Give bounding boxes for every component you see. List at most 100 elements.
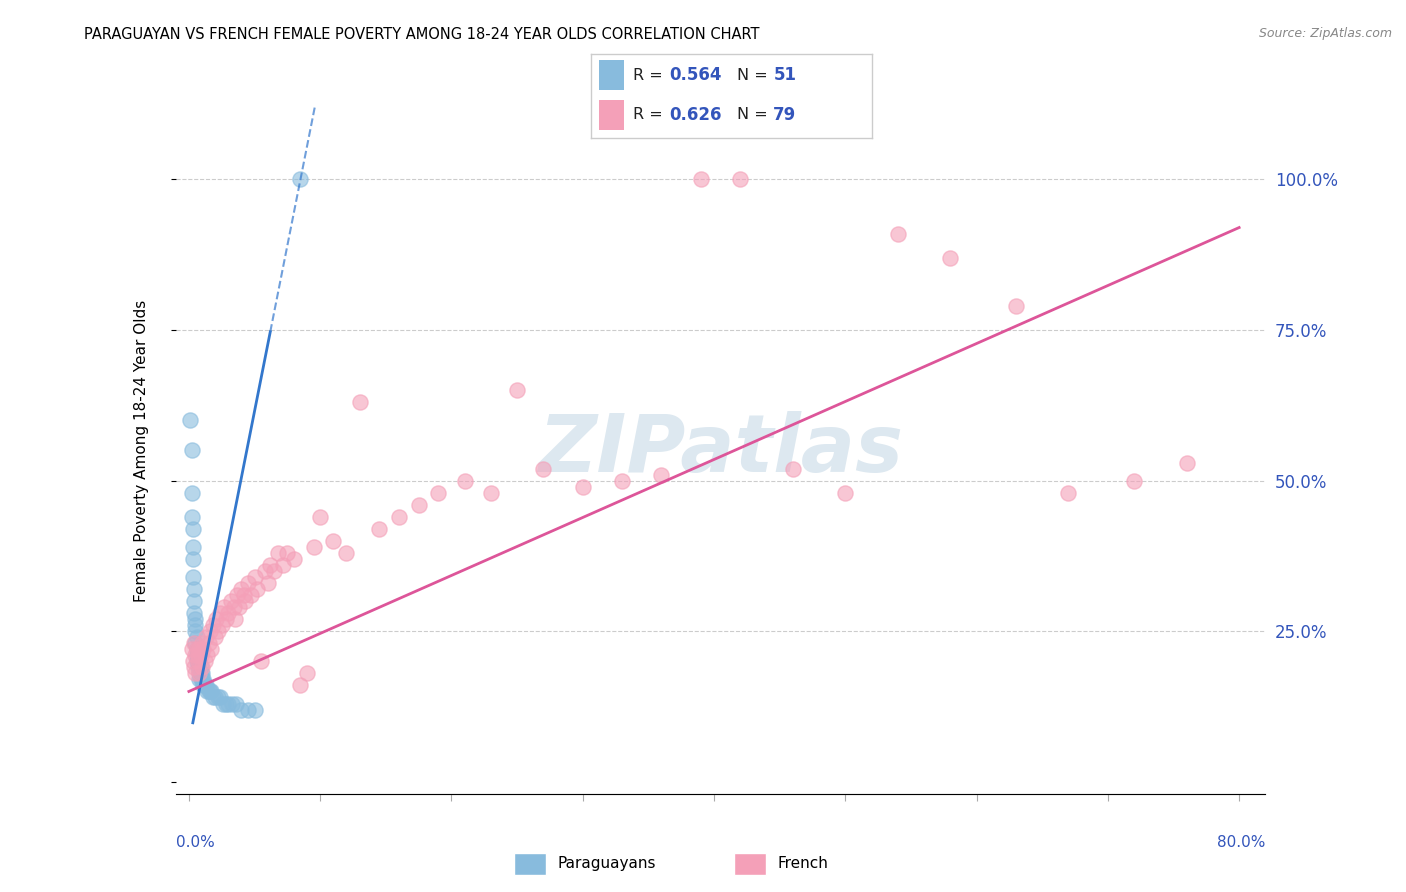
Point bbox=[231, 582, 253, 596]
Text: 0.564: 0.564 bbox=[669, 66, 721, 84]
Point bbox=[939, 251, 962, 265]
Point bbox=[194, 678, 217, 692]
Point bbox=[217, 606, 239, 620]
Point bbox=[267, 546, 290, 560]
Point bbox=[188, 673, 211, 687]
Point bbox=[290, 172, 312, 186]
Point bbox=[610, 474, 633, 488]
Point bbox=[263, 564, 285, 578]
Text: French: French bbox=[778, 855, 828, 871]
Point bbox=[250, 654, 273, 668]
Point bbox=[204, 690, 226, 705]
Point bbox=[309, 509, 332, 524]
Point bbox=[191, 666, 214, 681]
Point bbox=[193, 678, 215, 692]
Point bbox=[187, 648, 209, 663]
Point bbox=[184, 612, 207, 626]
Point bbox=[231, 702, 253, 716]
Point bbox=[190, 673, 212, 687]
Point bbox=[214, 600, 236, 615]
Point bbox=[349, 395, 371, 409]
Point bbox=[782, 461, 804, 475]
Point bbox=[190, 666, 212, 681]
Point bbox=[194, 654, 217, 668]
Point bbox=[388, 509, 411, 524]
Bar bbox=[599, 100, 624, 130]
Point bbox=[207, 690, 229, 705]
Point bbox=[225, 697, 247, 711]
Point bbox=[184, 636, 207, 650]
Point bbox=[198, 624, 221, 639]
Point bbox=[190, 660, 212, 674]
Point bbox=[179, 413, 201, 427]
Point bbox=[214, 697, 236, 711]
Point bbox=[201, 690, 224, 705]
Bar bbox=[734, 853, 766, 875]
Point bbox=[246, 582, 269, 596]
Point bbox=[236, 576, 259, 591]
Point bbox=[197, 684, 219, 698]
Point bbox=[1175, 456, 1198, 470]
Point bbox=[283, 552, 305, 566]
Point bbox=[180, 443, 202, 458]
Point bbox=[479, 485, 502, 500]
Point bbox=[186, 630, 208, 644]
Point bbox=[211, 618, 233, 632]
Point bbox=[1005, 299, 1028, 313]
Point bbox=[224, 612, 246, 626]
Point bbox=[219, 594, 242, 608]
Point bbox=[256, 576, 278, 591]
Point bbox=[191, 660, 214, 674]
Point bbox=[236, 702, 259, 716]
Point bbox=[191, 673, 214, 687]
Point bbox=[183, 606, 205, 620]
Point bbox=[233, 594, 256, 608]
Point bbox=[273, 558, 295, 572]
Point bbox=[221, 697, 243, 711]
Point bbox=[368, 522, 391, 536]
Point bbox=[200, 684, 222, 698]
Point bbox=[834, 485, 856, 500]
Point bbox=[243, 702, 266, 716]
Point bbox=[193, 673, 215, 687]
Point bbox=[197, 636, 219, 650]
Point bbox=[253, 564, 276, 578]
Point bbox=[1057, 485, 1080, 500]
Text: ZIPatlas: ZIPatlas bbox=[538, 411, 903, 490]
Point bbox=[183, 582, 205, 596]
Point bbox=[226, 588, 249, 602]
Text: 80.0%: 80.0% bbox=[1218, 835, 1265, 850]
Point bbox=[730, 172, 752, 186]
Point bbox=[183, 636, 205, 650]
Point bbox=[180, 485, 202, 500]
Point bbox=[188, 666, 211, 681]
Text: PARAGUAYAN VS FRENCH FEMALE POVERTY AMONG 18-24 YEAR OLDS CORRELATION CHART: PARAGUAYAN VS FRENCH FEMALE POVERTY AMON… bbox=[84, 27, 759, 42]
Point bbox=[233, 588, 256, 602]
Text: 0.0%: 0.0% bbox=[176, 835, 215, 850]
Point bbox=[186, 648, 208, 663]
Text: Paraguayans: Paraguayans bbox=[557, 855, 655, 871]
Point bbox=[191, 636, 214, 650]
Point bbox=[887, 227, 910, 241]
Text: Source: ZipAtlas.com: Source: ZipAtlas.com bbox=[1258, 27, 1392, 40]
Point bbox=[181, 552, 204, 566]
Point bbox=[506, 383, 529, 397]
Point bbox=[188, 642, 211, 657]
Point bbox=[217, 697, 239, 711]
Y-axis label: Female Poverty Among 18-24 Year Olds: Female Poverty Among 18-24 Year Olds bbox=[135, 300, 149, 601]
Point bbox=[259, 558, 281, 572]
Point bbox=[209, 606, 232, 620]
Text: N =: N = bbox=[737, 107, 773, 122]
Point bbox=[190, 648, 212, 663]
Bar bbox=[515, 853, 546, 875]
Point bbox=[187, 660, 209, 674]
Point bbox=[214, 612, 236, 626]
Point bbox=[209, 690, 232, 705]
Point bbox=[186, 642, 208, 657]
Text: R =: R = bbox=[633, 107, 668, 122]
Point bbox=[276, 546, 298, 560]
Point bbox=[1123, 474, 1146, 488]
Point bbox=[194, 630, 217, 644]
Text: 0.626: 0.626 bbox=[669, 106, 721, 124]
Point bbox=[186, 642, 208, 657]
